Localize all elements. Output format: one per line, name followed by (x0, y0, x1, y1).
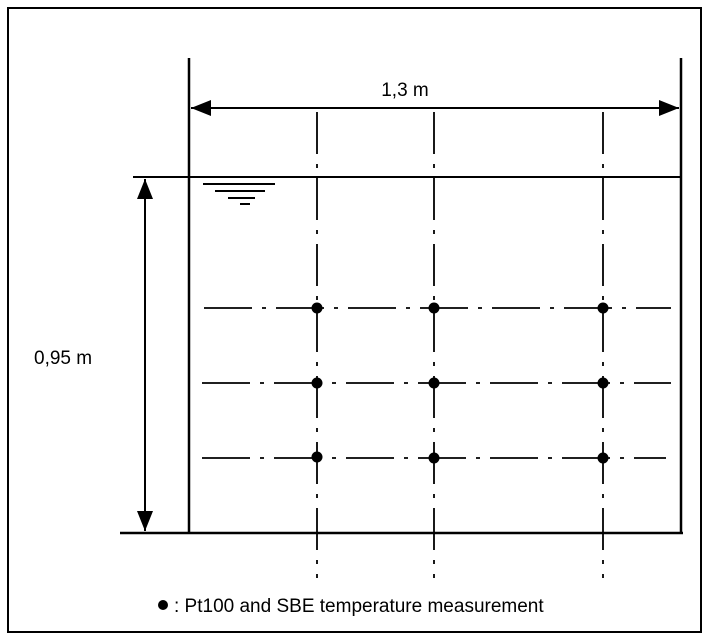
legend-text: : Pt100 and SBE temperature measurement (174, 596, 544, 617)
height-dimension: 0,95 m (34, 179, 153, 531)
sensor-grid (311, 302, 609, 464)
tank-outline (120, 58, 683, 535)
water-level-icon (203, 183, 275, 205)
sensor-dot-icon (428, 302, 440, 314)
sensor-dot-icon (311, 302, 323, 314)
sensor-dot-icon (311, 377, 323, 389)
sensor-dot-icon (597, 377, 609, 389)
sensor-dot-icon (311, 451, 323, 463)
width-dimension: 1,3 m (191, 80, 679, 116)
width-label: 1,3 m (381, 80, 429, 101)
legend-dot-icon (158, 600, 168, 610)
height-label: 0,95 m (34, 348, 92, 369)
sensor-dot-icon (597, 452, 609, 464)
sensor-dot-icon (428, 377, 440, 389)
sensor-dot-icon (597, 302, 609, 314)
legend: : Pt100 and SBE temperature measurement (158, 596, 544, 617)
sensor-dot-icon (428, 452, 440, 464)
